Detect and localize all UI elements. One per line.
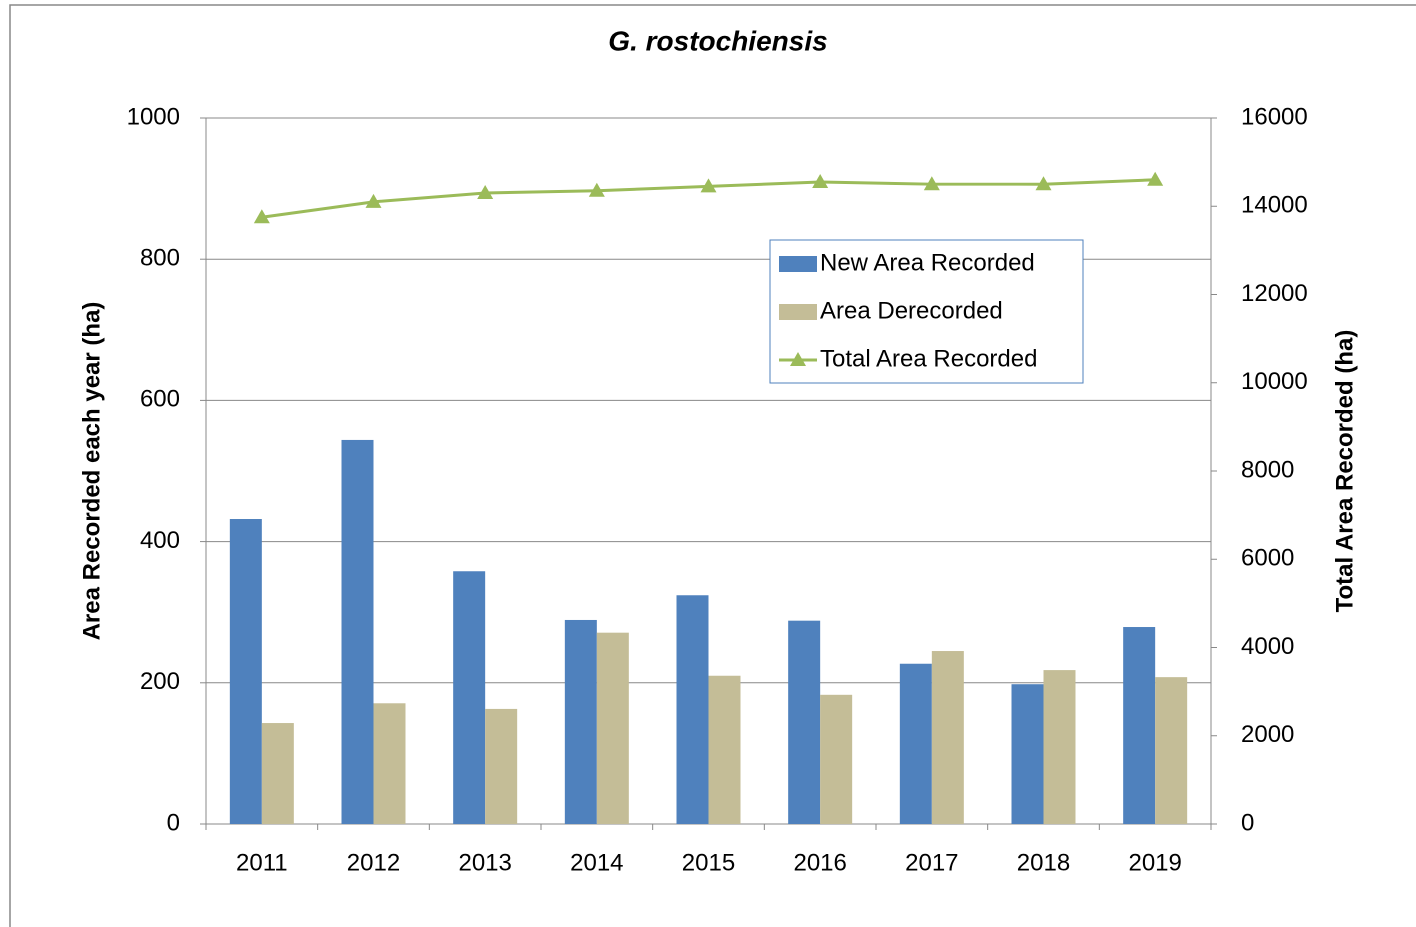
y2-axis-label: Total Area Recorded (ha) bbox=[1331, 330, 1358, 613]
bar bbox=[708, 675, 741, 824]
bar bbox=[788, 620, 821, 824]
x-tick-label: 2013 bbox=[458, 849, 511, 876]
legend-swatch bbox=[779, 304, 817, 320]
line-marker bbox=[812, 173, 829, 188]
legend-label: New Area Recorded bbox=[820, 249, 1035, 276]
line-marker bbox=[923, 176, 940, 191]
x-tick-label: 2016 bbox=[793, 849, 846, 876]
bar bbox=[1123, 627, 1156, 824]
bar bbox=[453, 571, 486, 824]
line-marker bbox=[700, 178, 717, 193]
legend-marker bbox=[790, 352, 806, 366]
x-tick-label: 2012 bbox=[347, 849, 400, 876]
bar bbox=[261, 723, 294, 824]
bar bbox=[373, 703, 406, 824]
y-tick-label: 400 bbox=[140, 527, 180, 554]
legend-label: Total Area Recorded bbox=[820, 345, 1037, 372]
bar bbox=[485, 708, 518, 824]
line-marker bbox=[253, 209, 270, 224]
y2-tick-label: 2000 bbox=[1241, 721, 1294, 748]
y2-tick-label: 4000 bbox=[1241, 633, 1294, 660]
x-tick-label: 2017 bbox=[905, 849, 958, 876]
y-axis-label: Area Recorded each year (ha) bbox=[78, 302, 105, 641]
bar bbox=[229, 519, 262, 824]
line-marker bbox=[1147, 171, 1164, 186]
y2-tick-label: 8000 bbox=[1241, 456, 1294, 483]
legend-label: Area Derecorded bbox=[820, 297, 1003, 324]
bar bbox=[341, 439, 374, 824]
bar bbox=[596, 632, 629, 824]
x-tick-label: 2019 bbox=[1128, 849, 1181, 876]
bar bbox=[676, 595, 709, 824]
x-tick-label: 2015 bbox=[682, 849, 735, 876]
legend-box bbox=[769, 239, 1084, 384]
y-tick-label: 800 bbox=[140, 245, 180, 272]
y2-tick-label: 14000 bbox=[1241, 192, 1308, 219]
line-marker bbox=[588, 182, 605, 197]
line-marker bbox=[1035, 176, 1052, 191]
y2-tick-label: 12000 bbox=[1241, 280, 1308, 307]
x-tick-label: 2014 bbox=[570, 849, 623, 876]
y-tick-label: 0 bbox=[167, 809, 180, 836]
y2-tick-label: 16000 bbox=[1241, 103, 1308, 130]
bar bbox=[1043, 670, 1076, 824]
y2-tick-label: 6000 bbox=[1241, 545, 1294, 572]
bar bbox=[1155, 677, 1188, 824]
bar bbox=[899, 663, 932, 824]
bar bbox=[1011, 684, 1044, 824]
y-tick-label: 600 bbox=[140, 386, 180, 413]
y2-tick-label: 0 bbox=[1241, 809, 1254, 836]
x-tick-label: 2011 bbox=[236, 849, 288, 876]
legend-swatch bbox=[779, 256, 817, 272]
bar bbox=[931, 651, 964, 824]
y2-tick-label: 10000 bbox=[1241, 368, 1308, 395]
line-marker bbox=[365, 193, 382, 208]
y-tick-label: 1000 bbox=[127, 103, 180, 130]
bar bbox=[820, 694, 853, 824]
x-tick-label: 2018 bbox=[1017, 849, 1070, 876]
bar bbox=[564, 619, 597, 824]
chart-title: G. rostochiensis bbox=[608, 25, 827, 56]
line-marker bbox=[477, 185, 494, 200]
y-tick-label: 200 bbox=[140, 668, 180, 695]
